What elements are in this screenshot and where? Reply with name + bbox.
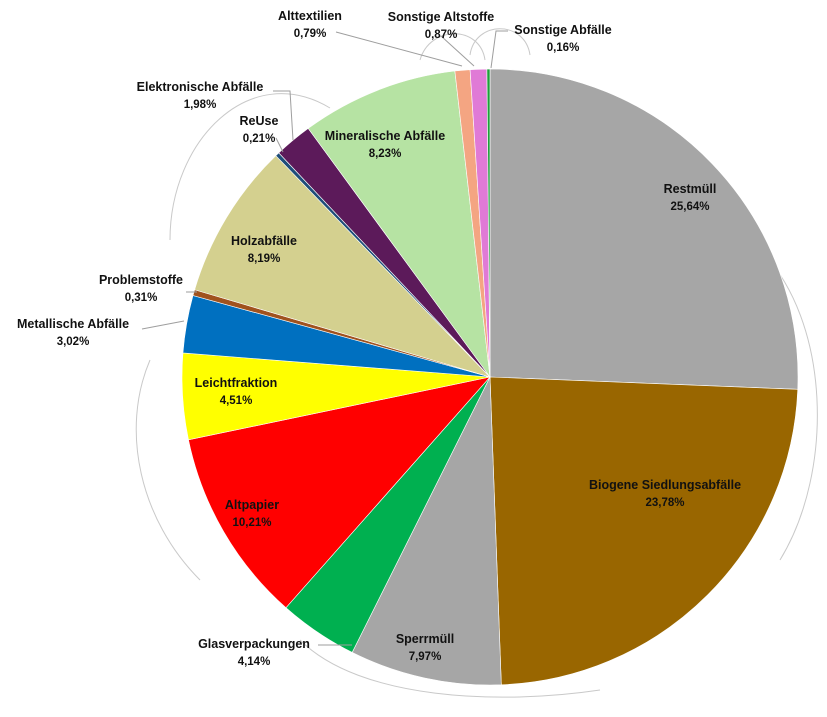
leader-line-sonstige-abfaelle xyxy=(490,30,508,69)
slice-value-biogene-siedlungsabfaelle: 23,78% xyxy=(645,497,684,509)
leader-line-sonstige-altstoffe xyxy=(440,35,475,67)
slice-value-sperrmuell: 7,97% xyxy=(409,651,442,663)
slice-value-holzabfaelle: 8,19% xyxy=(248,253,281,265)
leader-line-alttextilien xyxy=(335,31,463,67)
ghost-outline-3 xyxy=(299,639,601,698)
slice-label-elektronische-abfaelle: Elektronische Abfälle xyxy=(137,80,264,94)
label-layer: Restmüll 25,64% Biogene Siedlungsabfälle 23… xyxy=(17,9,741,668)
ghost-outline-6 xyxy=(419,33,486,61)
slice-label-mineralische-abfaelle: Mineralische Abfälle xyxy=(325,129,445,143)
slice-value-metallische-abfaelle: 3,02% xyxy=(57,336,90,348)
slice-label-problemstoffe: Problemstoffe xyxy=(99,273,183,287)
pie-slice-altpapier xyxy=(188,376,491,609)
ghost-outline-layer xyxy=(135,28,818,698)
slice-label-reuse: ReUse xyxy=(240,114,279,128)
slice-value-sonstige-abfaelle: 0,16% xyxy=(547,42,580,54)
slice-value-problemstoffe: 0,31% xyxy=(125,292,158,304)
leader-line-metallische-abfaelle xyxy=(141,320,185,330)
slice-label-holzabfaelle: Holzabfälle xyxy=(231,234,297,248)
slice-value-leichtfraktion: 4,51% xyxy=(220,395,253,407)
slice-label-sonstige-altstoffe: Sonstige Altstoffe xyxy=(388,10,495,24)
slice-label-restmuell: Restmüll xyxy=(664,182,717,196)
ghost-outline-4 xyxy=(759,249,818,561)
pie-slice-mineralische-abfaelle xyxy=(307,70,491,379)
leader-line-reuse xyxy=(275,137,284,153)
slice-value-elektronische-abfaelle: 1,98% xyxy=(184,99,217,111)
slice-layer xyxy=(181,68,799,686)
slice-label-alttextilien: Alttextilien xyxy=(278,9,342,23)
ghost-outline-1 xyxy=(169,93,331,241)
slice-value-sonstige-altstoffe: 0,87% xyxy=(425,29,458,41)
slice-label-sperrmuell: Sperrmüll xyxy=(396,632,454,646)
slice-value-altpapier: 10,21% xyxy=(232,517,271,529)
slice-value-glasverpackungen: 4,14% xyxy=(238,656,271,668)
pie-slice-sonstige-abfaelle xyxy=(486,68,491,378)
slice-label-leichtfraktion: Leichtfraktion xyxy=(195,376,278,390)
pie-slice-biogene-siedlungsabfaelle xyxy=(489,376,799,686)
ghost-outline-2 xyxy=(135,359,201,581)
slice-value-alttextilien: 0,79% xyxy=(294,28,327,40)
ghost-outline-5 xyxy=(469,28,531,56)
slice-label-altpapier: Altpapier xyxy=(225,498,279,512)
slice-label-biogene-siedlungsabfaelle: Biogene Siedlungsabfälle xyxy=(589,478,741,492)
pie-slice-restmuell xyxy=(489,68,799,390)
slice-label-metallische-abfaelle: Metallische Abfälle xyxy=(17,317,129,331)
leader-line-layer xyxy=(141,30,508,646)
slice-value-reuse: 0,21% xyxy=(243,133,276,145)
slice-value-mineralische-abfaelle: 8,23% xyxy=(369,148,402,160)
slice-label-glasverpackungen: Glasverpackungen xyxy=(198,637,310,651)
pie-slice-sperrmuell xyxy=(351,376,502,686)
pie-slice-holzabfaelle xyxy=(194,155,492,378)
slice-label-sonstige-abfaelle: Sonstige Abfälle xyxy=(514,23,612,37)
slice-value-restmuell: 25,64% xyxy=(670,201,709,213)
leader-line-elektronische-abfaelle xyxy=(273,90,294,141)
